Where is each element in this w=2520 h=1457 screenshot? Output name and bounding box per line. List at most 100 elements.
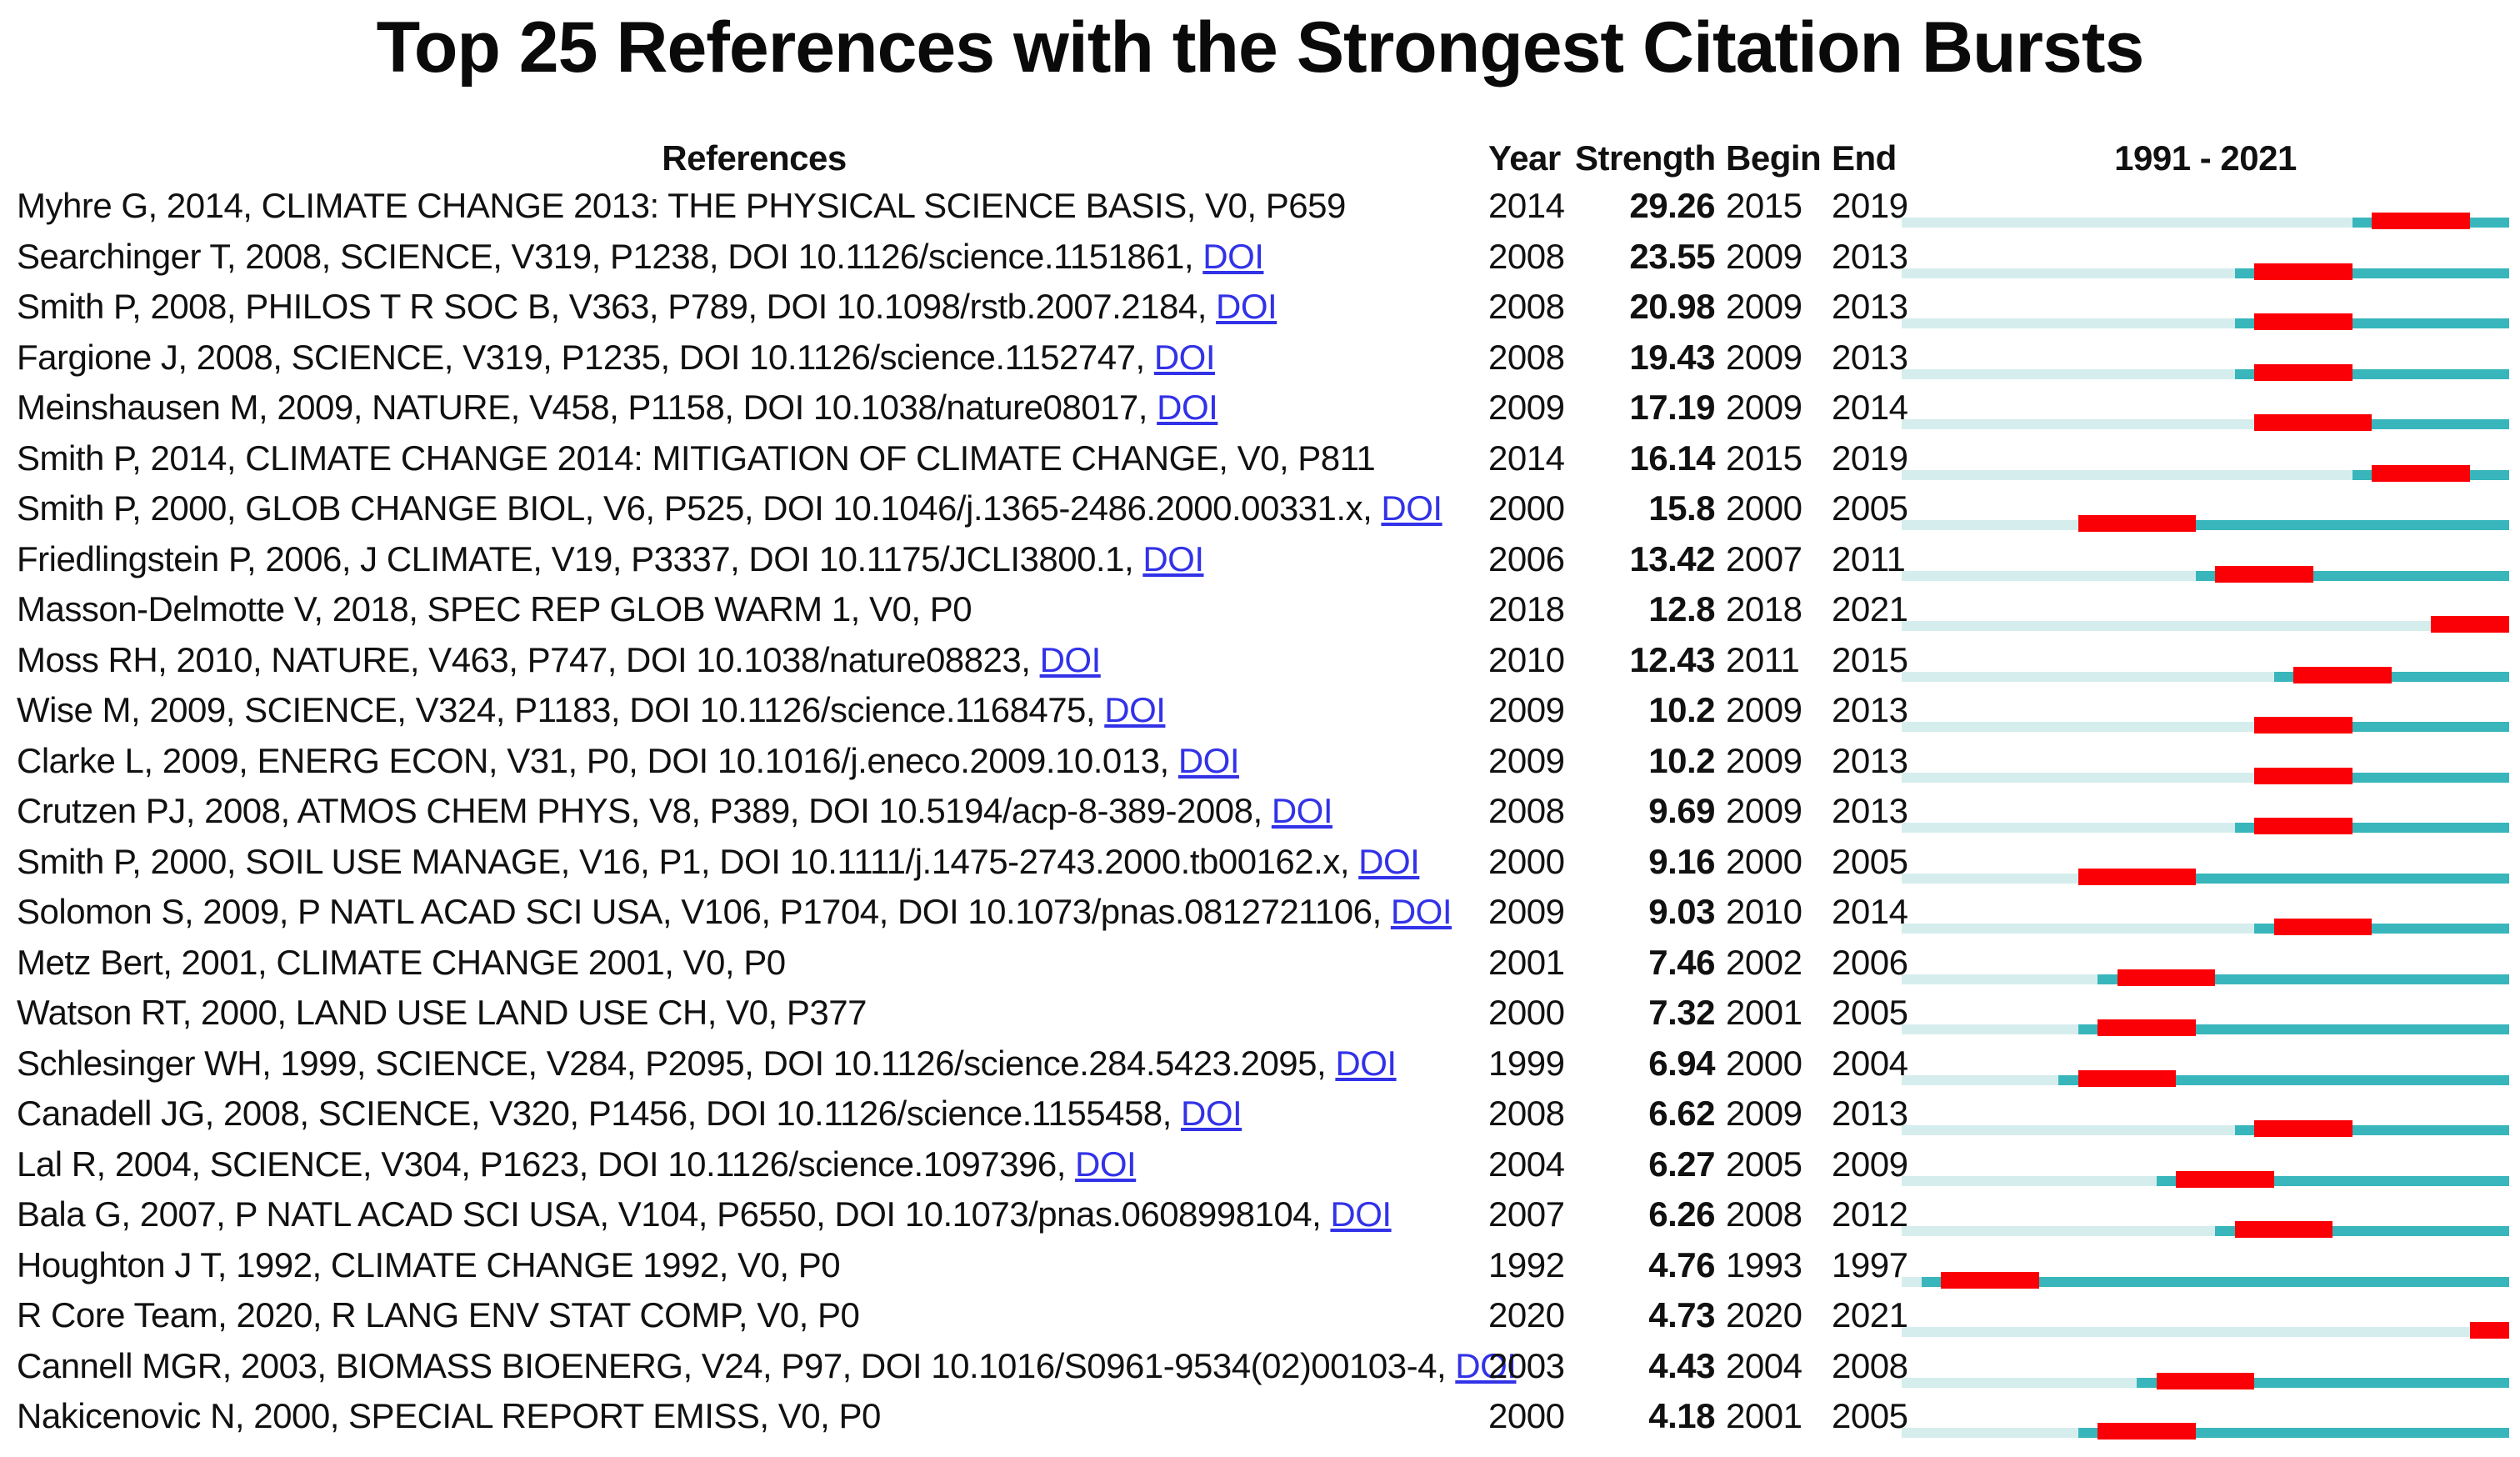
reference-citation: Cannell MGR, 2003, BIOMASS BIOENERG, V24… — [17, 1345, 1447, 1385]
pre-publication-segment — [1902, 974, 2098, 984]
column-header-year: Year — [1488, 138, 1561, 178]
post-burst-segment — [2469, 469, 2509, 480]
pre-publication-segment — [1902, 218, 2352, 228]
table-row: Watson RT, 2000, LAND USE LAND USE CH, V… — [0, 988, 2520, 1038]
strength-cell: 6.26 — [1648, 1194, 1715, 1234]
pre-burst-segment — [2352, 469, 2372, 480]
burst-timeline-bar — [1902, 308, 2509, 342]
reference-citation: Crutzen PJ, 2008, ATMOS CHEM PHYS, V8, P… — [17, 791, 1262, 830]
pre-burst-segment — [2156, 1175, 2177, 1186]
pre-publication-segment — [1902, 1428, 2078, 1438]
table-row: Smith P, 2000, SOIL USE MANAGE, V16, P1,… — [0, 837, 2520, 887]
reference-citation: Myhre G, 2014, CLIMATE CHANGE 2013: THE … — [17, 186, 1346, 225]
begin-cell: 2009 — [1726, 740, 1802, 780]
doi-link[interactable]: DOI — [1142, 538, 1204, 578]
reference-text: Wise M, 2009, SCIENCE, V324, P1183, DOI … — [17, 685, 1166, 735]
reference-text: Smith P, 2014, CLIMATE CHANGE 2014: MITI… — [17, 433, 1376, 483]
strength-cell: 7.32 — [1648, 993, 1715, 1032]
post-burst-segment — [2352, 772, 2509, 783]
burst-timeline-bar — [1902, 864, 2509, 897]
begin-cell: 2009 — [1726, 1094, 1802, 1133]
doi-link[interactable]: DOI — [1075, 1144, 1137, 1184]
reference-citation: Watson RT, 2000, LAND USE LAND USE CH, V… — [17, 993, 867, 1032]
year-cell: 2009 — [1488, 740, 1565, 780]
burst-timeline-bar — [1902, 914, 2509, 947]
burst-timeline-bar — [1902, 359, 2509, 393]
begin-cell: 2009 — [1726, 287, 1802, 326]
doi-link[interactable]: DOI — [1153, 337, 1216, 377]
doi-link[interactable]: DOI — [1216, 287, 1278, 326]
year-cell: 2003 — [1488, 1345, 1565, 1385]
begin-cell: 2004 — [1726, 1345, 1802, 1385]
reference-citation: R Core Team, 2020, R LANG ENV STAT COMP,… — [17, 1295, 860, 1334]
begin-cell: 2018 — [1726, 589, 1802, 628]
reference-text: Lal R, 2004, SCIENCE, V304, P1623, DOI 1… — [17, 1139, 1137, 1189]
post-burst-segment — [2332, 1226, 2509, 1236]
pre-burst-segment — [2254, 924, 2274, 934]
burst-timeline-bar — [1902, 813, 2509, 846]
reference-citation: Smith P, 2000, SOIL USE MANAGE, V16, P1,… — [17, 841, 1349, 881]
doi-link[interactable]: DOI — [1181, 1094, 1242, 1133]
doi-link[interactable]: DOI — [1335, 1043, 1397, 1083]
table-row: Lal R, 2004, SCIENCE, V304, P1623, DOI 1… — [0, 1139, 2520, 1189]
doi-link[interactable]: DOI — [1104, 690, 1166, 729]
year-cell: 2000 — [1488, 488, 1565, 528]
post-burst-segment — [2391, 671, 2509, 682]
end-cell: 2014 — [1832, 892, 1908, 931]
table-row: Smith P, 2008, PHILOS T R SOC B, V363, P… — [0, 282, 2520, 332]
doi-link[interactable]: DOI — [1390, 892, 1452, 931]
post-burst-segment — [2195, 1024, 2509, 1034]
end-cell: 2013 — [1832, 1094, 1908, 1133]
end-cell: 2013 — [1832, 791, 1908, 830]
reference-text: Crutzen PJ, 2008, ATMOS CHEM PHYS, V8, P… — [17, 786, 1333, 836]
burst-segment — [2254, 818, 2352, 834]
doi-link[interactable]: DOI — [1455, 1345, 1517, 1385]
pre-burst-segment — [2273, 671, 2294, 682]
burst-timeline-bar — [1902, 662, 2509, 695]
begin-cell: 2007 — [1726, 538, 1802, 578]
burst-timeline-bar — [1902, 763, 2509, 796]
pre-burst-segment — [2078, 1024, 2098, 1034]
year-cell: 2008 — [1488, 287, 1565, 326]
doi-link[interactable]: DOI — [1039, 639, 1102, 679]
end-cell: 2005 — [1832, 841, 1908, 881]
doi-link[interactable]: DOI — [1358, 841, 1420, 881]
doi-link[interactable]: DOI — [1271, 791, 1333, 830]
strength-cell: 15.8 — [1648, 488, 1715, 528]
reference-text: R Core Team, 2020, R LANG ENV STAT COMP,… — [17, 1290, 860, 1340]
reference-text: Metz Bert, 2001, CLIMATE CHANGE 2001, V0… — [17, 938, 786, 988]
post-burst-segment — [2312, 570, 2509, 581]
pre-burst-segment — [1921, 1276, 1942, 1287]
year-cell: 2008 — [1488, 791, 1565, 830]
reference-text: Schlesinger WH, 1999, SCIENCE, V284, P20… — [17, 1039, 1397, 1089]
begin-cell: 1993 — [1726, 1244, 1802, 1284]
pre-publication-segment — [1902, 671, 2274, 682]
reference-citation: Nakicenovic N, 2000, SPECIAL REPORT EMIS… — [17, 1396, 881, 1435]
end-cell: 2008 — [1832, 1345, 1908, 1385]
reference-citation: Masson-Delmotte V, 2018, SPEC REP GLOB W… — [17, 589, 972, 628]
table-row: Myhre G, 2014, CLIMATE CHANGE 2013: THE … — [0, 181, 2520, 231]
strength-cell: 9.16 — [1648, 841, 1715, 881]
begin-cell: 2001 — [1726, 1396, 1802, 1435]
year-cell: 2001 — [1488, 942, 1565, 982]
pre-publication-segment — [1902, 621, 2431, 631]
strength-cell: 29.26 — [1629, 186, 1715, 225]
doi-link[interactable]: DOI — [1178, 740, 1240, 780]
pre-publication-segment — [1902, 268, 2235, 278]
column-header-begin: Begin — [1726, 138, 1822, 178]
burst-segment — [2430, 616, 2509, 633]
strength-cell: 4.18 — [1648, 1396, 1715, 1435]
pre-publication-segment — [1902, 1074, 2059, 1085]
doi-link[interactable]: DOI — [1381, 488, 1442, 528]
page-title: Top 25 References with the Strongest Cit… — [376, 8, 2145, 88]
doi-link[interactable]: DOI — [1202, 236, 1264, 276]
doi-link[interactable]: DOI — [1157, 388, 1218, 427]
reference-citation: Bala G, 2007, P NATL ACAD SCI USA, V104,… — [17, 1194, 1322, 1234]
burst-segment — [2254, 414, 2372, 431]
doi-link[interactable]: DOI — [1330, 1194, 1392, 1234]
table-row: Searchinger T, 2008, SCIENCE, V319, P123… — [0, 232, 2520, 282]
end-cell: 2005 — [1832, 488, 1908, 528]
burst-segment — [1941, 1271, 2039, 1289]
pre-publication-segment — [1902, 1125, 2235, 1135]
